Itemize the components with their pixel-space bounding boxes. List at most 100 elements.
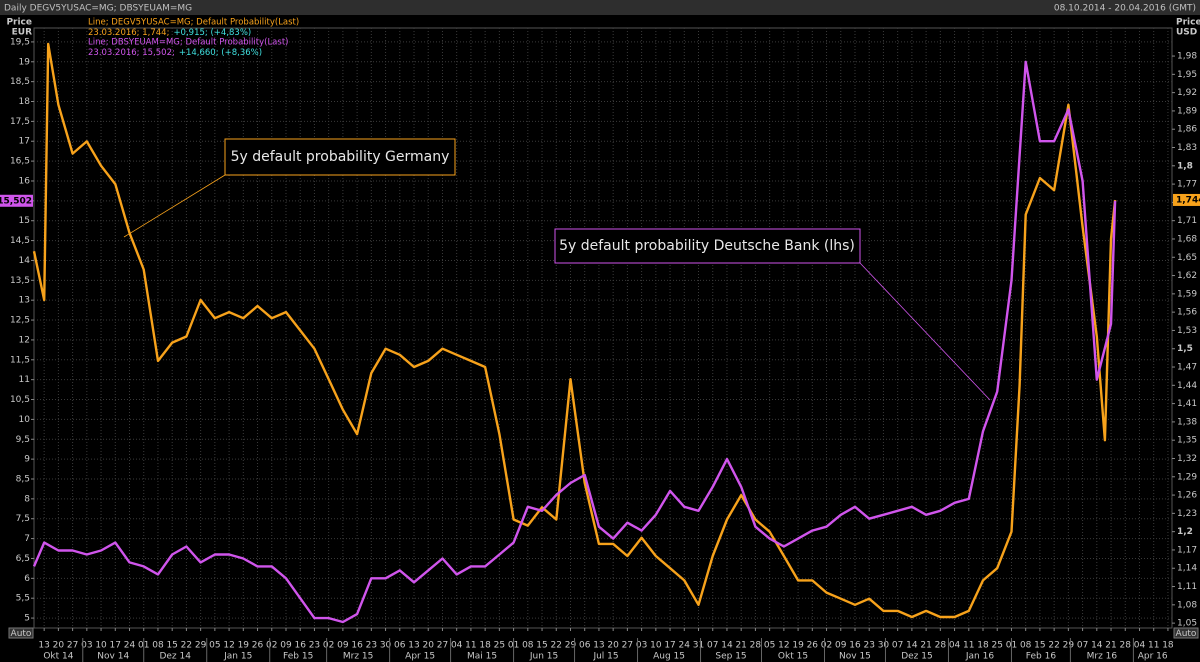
y2-tick-label: 1,47 [1177, 363, 1197, 373]
x-tick-label: 09 [280, 641, 292, 651]
y2-tick-label: 1,05 [1177, 619, 1197, 629]
y-tick-label: 13,5 [10, 276, 30, 286]
leader-line [123, 174, 226, 238]
x-tick-label: 14 [721, 641, 733, 651]
month-label: Mai 15 [467, 652, 497, 662]
y-tick-label: 9 [24, 455, 30, 465]
x-tick-label: 13 [38, 641, 49, 651]
legend-name: Line; DEGV5YUSAC=MG; Default Probability… [88, 18, 299, 28]
y-tick-label: 12,5 [10, 316, 30, 326]
y-tick-label: 16,5 [10, 157, 30, 167]
y-tick-label: 18,5 [10, 77, 30, 87]
y-tick-label: 7 [24, 534, 30, 544]
y-tick-label: 10,5 [10, 395, 30, 405]
x-tick-label: 27 [622, 641, 633, 651]
annotation-box [224, 138, 456, 176]
plot [32, 42, 1117, 624]
x-tick-label: 12 [778, 641, 789, 651]
leader-line [859, 262, 991, 401]
y-axis-title: Price [6, 18, 32, 28]
x-tick-label: 02 [821, 641, 832, 651]
x-tick-label: 11 [963, 641, 974, 651]
annotation: 5y default probability Deutsche Bank (lh… [559, 238, 855, 254]
month-label: Jun 15 [529, 652, 558, 662]
overlay: 5y default probability Germany 5y defaul… [123, 138, 991, 401]
x-tick-label: 17 [664, 641, 675, 651]
x-tick-label: 27 [437, 641, 448, 651]
month-label: Dez 15 [901, 652, 933, 662]
y2-tick-label: 1,71 [1177, 216, 1197, 226]
month-label: Aug 15 [653, 652, 685, 662]
y2-tick-label: 1,44 [1177, 381, 1197, 391]
x-tick-label: 18 [1162, 641, 1174, 651]
month-label: Feb 15 [283, 652, 313, 662]
month-label: Sep 15 [715, 652, 746, 662]
header-title: Daily DEGV5YUSAC=MG; DBSYEUAM=MG [4, 4, 192, 14]
last-value-label: 1,744 [1176, 195, 1200, 205]
x-tick-label: 02 [266, 641, 277, 651]
x-tick-label: 30 [878, 641, 890, 651]
y2-tick-label: 1,2 [1177, 527, 1193, 537]
y2-tick-label: 1,26 [1177, 491, 1197, 501]
x-tick-label: 05 [764, 641, 775, 651]
annotation: 5y default probability Germany [231, 149, 450, 165]
x-tick-label: 19 [792, 641, 804, 651]
x-tick-label: 26 [252, 641, 264, 651]
x-tick-label: 08 [522, 641, 534, 651]
x-tick-label: 14 [1091, 641, 1103, 651]
y-tick-label: 16 [19, 176, 31, 186]
x-tick-label: 24 [124, 641, 136, 651]
x-tick-label: 16 [351, 641, 363, 651]
x-tick-label: 21 [920, 641, 931, 651]
x-tick-label: 05 [209, 641, 220, 651]
y2-tick-label: 1,77 [1177, 180, 1197, 190]
y2-tick-label: 1,23 [1177, 509, 1197, 519]
y-tick-label: 15 [19, 216, 30, 226]
x-tick-label: 21 [735, 641, 746, 651]
plot-frame [33, 27, 1173, 629]
y2-tick-label: 1,32 [1177, 454, 1197, 464]
x-tick-label: 04 [1134, 641, 1146, 651]
x-tick-label: 09 [337, 641, 349, 651]
y-tick-label: 13 [19, 296, 30, 306]
x-tick-label: 15 [536, 641, 547, 651]
legend-name: Line; DBSYEUAM=MG; Default Probability(L… [88, 38, 288, 48]
y-tick-label: 14,5 [10, 236, 30, 246]
legend-change: +14,660; (+8,36%) [179, 48, 262, 58]
x-tick-label: 02 [323, 641, 334, 651]
x-tick-label: 07 [1077, 641, 1088, 651]
x-tick-label: 06 [579, 641, 591, 651]
auto-button[interactable] [1173, 627, 1199, 639]
auto-label[interactable]: Auto [1176, 629, 1197, 639]
header-range: 08.10.2014 - 20.04.2016 (GMT) [1054, 4, 1196, 14]
y2-tick-label: 1,65 [1177, 253, 1197, 263]
month-label: Okt 15 [778, 652, 808, 662]
auto-button[interactable] [8, 627, 34, 639]
y-tick-label: 14 [19, 256, 31, 266]
x-tick-label: 28 [1120, 641, 1132, 651]
y2-tick-label: 1,59 [1177, 289, 1197, 299]
x-tick-label: 11 [465, 641, 476, 651]
y2-tick-label: 1,17 [1177, 545, 1197, 555]
y-tick-label: 6,5 [16, 554, 30, 564]
legend-value: 23.03.2016; 1,744; [88, 28, 169, 38]
y-tick-label: 5,5 [16, 594, 30, 604]
x-tick-label: 23 [309, 641, 320, 651]
x-tick-label: 23 [863, 641, 874, 651]
month-label: Jan 16 [965, 652, 994, 662]
month-label: Nov 14 [97, 652, 129, 662]
y2-tick-label: 1,92 [1177, 88, 1197, 98]
x-tick-label: 10 [650, 641, 662, 651]
x-tick-label: 22 [181, 641, 192, 651]
y-tick-label: 9,5 [16, 435, 30, 445]
x-tick-label: 27 [67, 641, 78, 651]
x-tick-label: 13 [593, 641, 604, 651]
auto-label[interactable]: Auto [11, 629, 32, 639]
y2-axis-unit: USD [1176, 28, 1197, 38]
x-tick-label: 08 [152, 641, 164, 651]
x-tick-label: 14 [906, 641, 918, 651]
y-tick-label: 19,5 [10, 37, 30, 47]
series-line [32, 42, 1117, 619]
month-label: Nov 15 [839, 652, 871, 662]
